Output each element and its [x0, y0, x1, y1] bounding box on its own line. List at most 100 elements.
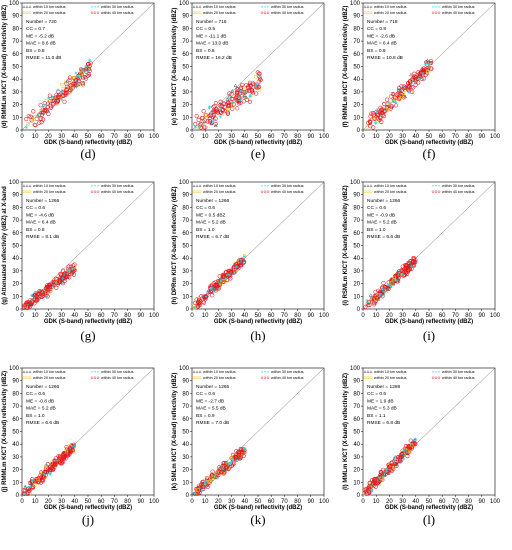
- point-30km: [209, 476, 214, 480]
- point-20km: [394, 97, 398, 101]
- x-axis-label: GDK (S-band) reflectivity (dBZ): [214, 319, 302, 325]
- point-40km: [237, 260, 242, 266]
- point-30km: [44, 295, 48, 299]
- legend-marker: [369, 184, 373, 187]
- y-tick-label: 60: [182, 417, 189, 423]
- stat-mae: MAE = 5.3 dB: [367, 406, 397, 412]
- scatter-plot: 00 10 10 20 20 30 30 40 40 50 50 60 60 70 70 80 80 90 90 10…: [2, 366, 160, 511]
- one-to-one-line: [21, 181, 155, 310]
- point-30km: [238, 96, 242, 100]
- legend-label: within 40 km radius: [442, 190, 475, 194]
- point-40km: [396, 85, 402, 91]
- point-30km: [229, 271, 233, 275]
- y-tick-label: 10: [12, 115, 19, 121]
- scatter-panel: 0 0 10 10 20 20 30 30 40 40 50 50 60 60 70 70 80 80 90 90 10…: [341, 0, 511, 146]
- legend-marker: [96, 11, 100, 15]
- scatter-points: [192, 254, 247, 310]
- point-20km: [230, 456, 234, 460]
- y-tick-label: 50: [12, 65, 19, 71]
- point-30km: [397, 460, 401, 464]
- point-30km: [257, 74, 261, 78]
- y-tick-label: 90: [353, 14, 360, 20]
- point-40km: [62, 271, 67, 276]
- point-20km: [365, 125, 369, 129]
- point-40km: [240, 82, 245, 87]
- point-40km: [64, 271, 69, 277]
- point-40km: [205, 119, 210, 124]
- x-tick-label: 60: [98, 313, 105, 319]
- point-40km: [367, 486, 372, 492]
- point-40km: [379, 111, 384, 116]
- x-tick-label: 80: [124, 134, 131, 140]
- point-40km: [399, 91, 404, 97]
- stat-bs: BS = 0.6: [196, 48, 215, 54]
- y-tick-label: 20: [12, 468, 19, 474]
- point-10km: [45, 470, 50, 474]
- point-10km: [29, 481, 33, 485]
- point-30km: [387, 101, 391, 105]
- x-tick-label: 0: [190, 313, 194, 319]
- point-40km: [223, 270, 228, 275]
- legend-label: within 20 km radius: [33, 190, 66, 194]
- scatter-points: [192, 445, 247, 496]
- x-tick-label: 70: [111, 313, 118, 319]
- point-10km: [392, 273, 397, 278]
- point-30km: [60, 89, 64, 93]
- legend-marker: [25, 5, 29, 8]
- point-40km: [45, 104, 50, 109]
- y-tick-label: 60: [12, 417, 19, 423]
- point-10km: [376, 296, 381, 301]
- point-30km: [395, 463, 399, 468]
- point-40km: [379, 119, 384, 124]
- point-40km: [384, 97, 390, 102]
- scatter-panel: 0 0 10 10 20 20 30 30 40 40 50 50 60 60 70 70 80 80 90 90 10…: [341, 179, 511, 325]
- point-30km: [240, 258, 244, 263]
- point-30km: [53, 95, 58, 99]
- y-tick-label: 0: [186, 307, 190, 313]
- x-tick-label: 90: [478, 134, 485, 140]
- x-tick-label: 0: [20, 313, 24, 319]
- legend-marker: [363, 184, 367, 187]
- point-40km: [229, 270, 234, 275]
- stat-number: Number = 1266: [196, 198, 230, 204]
- point-30km: [202, 483, 207, 487]
- point-30km: [218, 107, 222, 111]
- point-40km: [63, 92, 68, 97]
- y-tick-label: 100: [9, 180, 20, 186]
- legend-marker: [369, 376, 373, 380]
- x-tick-label: 20: [386, 499, 393, 505]
- point-40km: [210, 293, 215, 298]
- point-40km: [86, 72, 92, 77]
- point-40km: [83, 76, 89, 81]
- point-40km: [382, 108, 387, 114]
- point-30km: [386, 283, 390, 287]
- point-40km: [46, 282, 52, 287]
- point-30km: [54, 101, 58, 106]
- point-30km: [402, 448, 406, 452]
- legend-label: within 30 km radius: [442, 184, 475, 188]
- point-30km: [219, 467, 223, 471]
- point-30km: [51, 95, 55, 99]
- legend-marker: [438, 5, 440, 8]
- point-10km: [241, 258, 246, 262]
- stat-bs: BS = 0.8: [26, 227, 45, 233]
- point-10km: [65, 79, 70, 83]
- point-10km: [31, 293, 36, 297]
- point-40km: [231, 270, 236, 275]
- legend-marker: [438, 370, 440, 373]
- y-tick-label: 100: [179, 366, 190, 372]
- y-tick-label: 10: [182, 294, 189, 300]
- scatter-panel: 0 0 10 10 20 20 30 30 40 40 50 50 60 60 70 70 80 80 90 90 10…: [0, 179, 170, 325]
- legend-marker: [366, 190, 370, 194]
- point-30km: [394, 101, 398, 105]
- legend-marker: [91, 5, 93, 8]
- stat-me: ME = 1.9 dB: [367, 398, 394, 404]
- x-tick-label: 30: [399, 313, 406, 319]
- point-30km: [400, 268, 404, 272]
- stat-bs: BS = 1.1: [367, 413, 386, 419]
- x-tick-label: 50: [85, 499, 92, 505]
- point-40km: [211, 105, 216, 110]
- y-tick-label: 70: [353, 404, 360, 410]
- legend-marker: [266, 376, 270, 380]
- legend-marker: [97, 5, 99, 8]
